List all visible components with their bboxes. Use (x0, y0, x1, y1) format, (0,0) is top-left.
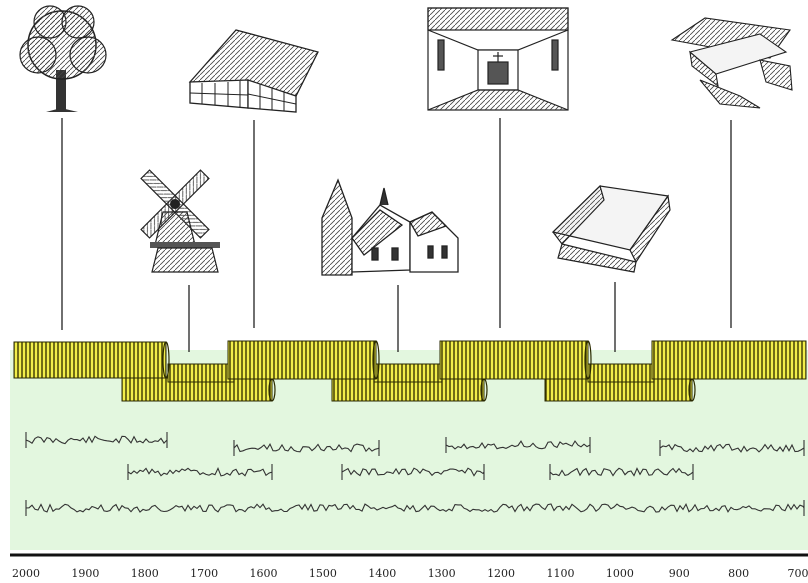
time-axis: 2000 1900 1800 1700 1600 1500 1400 1300 1200 1100… (10, 553, 808, 580)
tick-label: 1300 (428, 567, 456, 580)
ring-width-series (25, 432, 805, 516)
series-row1-c (445, 437, 591, 453)
tick-label: 1700 (190, 567, 218, 580)
series-row1-b (233, 440, 380, 456)
tick-label: 2000 (12, 567, 40, 580)
log-mid-3 (587, 363, 655, 383)
tick-label: 1600 (250, 567, 278, 580)
series-row1-d (659, 440, 805, 456)
village-church-icon (321, 178, 459, 276)
connector-lines (61, 118, 732, 352)
windmill-icon (140, 169, 220, 273)
church-interior-icon (427, 7, 569, 111)
log-mid-2 (373, 363, 443, 383)
log-upper-4 (651, 340, 807, 380)
series-row1-a (25, 432, 168, 448)
tick-label: 1200 (487, 567, 515, 580)
log-mid-1 (167, 363, 235, 383)
tick-label: 900 (669, 567, 690, 580)
series-row2-a (127, 464, 273, 480)
wooden-well-icon (543, 170, 678, 273)
log-upper-2 (227, 340, 377, 380)
tick-label: 800 (728, 567, 749, 580)
tick-label: 700 (788, 567, 808, 580)
series-master-chronology (25, 500, 805, 516)
tick-label: 1100 (546, 567, 574, 580)
series-row2-c (549, 464, 694, 480)
tick-label: 1400 (368, 567, 396, 580)
log-upper-3 (439, 340, 589, 380)
log-timeline (13, 340, 807, 402)
half-timbered-house-icon (188, 29, 319, 113)
tree-icon (19, 5, 107, 112)
log-upper-1 (13, 341, 167, 379)
tick-label: 1500 (309, 567, 337, 580)
tick-label: 1900 (71, 567, 99, 580)
excavation-site-icon (668, 10, 796, 114)
tick-label: 1800 (131, 567, 159, 580)
series-row2-b (341, 464, 485, 480)
tick-labels: 2000 1900 1800 1700 1600 1500 1400 1300 1200 1100… (12, 567, 808, 580)
tick-label: 1000 (606, 567, 634, 580)
